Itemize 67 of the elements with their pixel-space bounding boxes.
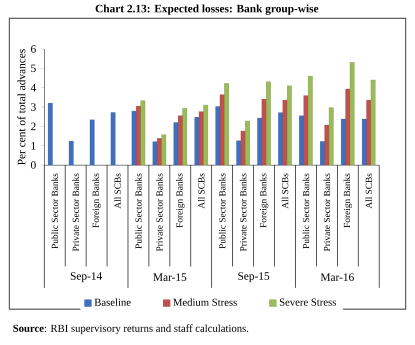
- y-tick-label: 3: [31, 103, 36, 111]
- y-tick-label: 1: [32, 142, 36, 150]
- bar: [174, 122, 178, 166]
- x-tick-label: Private Sector Banks: [324, 173, 330, 252]
- bar: [48, 102, 53, 166]
- bar: [370, 80, 376, 166]
- bar: [350, 62, 355, 166]
- x-tick-label: All SCBs: [114, 173, 121, 208]
- text: Sep-14: [70, 272, 102, 282]
- x-tick-label: Public Sector Banks: [51, 173, 58, 249]
- bar: [328, 107, 334, 166]
- bar: [132, 110, 136, 166]
- bar: [240, 130, 246, 166]
- bar: [320, 141, 325, 166]
- bar: [236, 140, 242, 166]
- bar: [203, 104, 208, 166]
- bar: [161, 134, 166, 166]
- x-tick-label: Foreign Banks: [92, 173, 101, 228]
- x-tick-label: All SCBs: [198, 173, 205, 208]
- y-tick-label: 4: [30, 84, 36, 92]
- legend-label: Baseline: [94, 298, 131, 306]
- bar: [136, 106, 141, 166]
- bar: [257, 118, 262, 166]
- bar: [278, 112, 283, 166]
- bar: [287, 86, 292, 166]
- bar: [182, 108, 188, 166]
- bar: [304, 95, 308, 166]
- bar: [282, 100, 288, 166]
- x-tick-label: Private Sector Banks: [72, 173, 79, 252]
- bar: [262, 98, 266, 166]
- x-tick-label: Private Sector Banks: [156, 173, 163, 252]
- bar: [68, 140, 74, 166]
- bar: [220, 94, 225, 166]
- y-axis-title: Per cent of total advances: [17, 49, 26, 165]
- text: Source: RBI supervisory returns and staff calculations.: [13, 324, 248, 334]
- bar: [140, 100, 146, 166]
- x-tick-label: All SCBs: [365, 173, 372, 208]
- bar: [198, 111, 204, 166]
- y-tick-label: 0: [30, 161, 36, 169]
- bar: [299, 116, 304, 166]
- bar: [157, 138, 162, 166]
- chart-title: Chart 2.13: Expected losses: Bank group-wise: [96, 4, 318, 15]
- bar: [152, 141, 158, 166]
- bar: [245, 120, 250, 166]
- x-tick-label: Foreign Banks: [260, 173, 268, 228]
- y-tick-label: 6: [31, 45, 36, 53]
- bar: [90, 120, 95, 166]
- bar: [308, 76, 313, 166]
- bar: [345, 88, 350, 166]
- y-tick-label: 5: [31, 64, 36, 72]
- x-tick-label: Private Sector Banks: [240, 173, 246, 252]
- x-tick-label: All SCBs: [282, 173, 288, 208]
- text: Sep-15: [238, 272, 270, 282]
- bar: [224, 83, 229, 166]
- text: Mar-15: [153, 273, 186, 281]
- text: Mar-16: [320, 273, 354, 281]
- x-tick-label: Foreign Banks: [344, 173, 352, 228]
- legend-label: Medium Stress: [173, 298, 237, 306]
- x-tick-label: Foreign Banks: [176, 173, 185, 228]
- x-tick-label: Public Sector Banks: [218, 173, 226, 249]
- bar: [110, 112, 116, 166]
- legend-label: Severe Stress: [280, 298, 336, 306]
- y-tick-label: 2: [31, 122, 36, 130]
- x-tick-label: Public Sector Banks: [302, 173, 310, 249]
- bar: [266, 81, 271, 166]
- bar: [366, 100, 372, 166]
- x-tick-label: Public Sector Banks: [135, 173, 142, 249]
